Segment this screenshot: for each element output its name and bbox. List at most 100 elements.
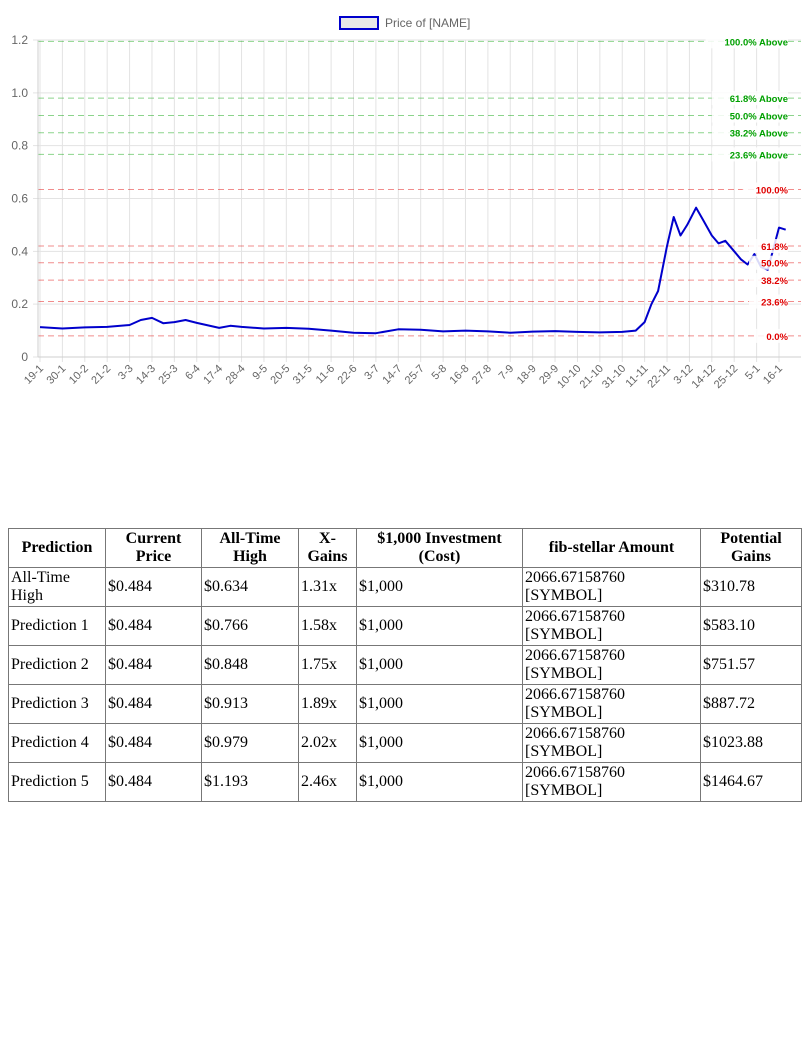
cell-x-gains: 1.58x bbox=[298, 606, 357, 646]
cell-potential-gains: $887.72 bbox=[700, 684, 802, 724]
cell-x-gains: 2.46x bbox=[298, 762, 357, 802]
header-potential-gains: Potential Gains bbox=[700, 528, 802, 568]
fib-level-label: 100.0% bbox=[756, 186, 789, 197]
x-tick-label: 31-10 bbox=[600, 363, 628, 391]
header-prediction: Prediction bbox=[8, 528, 106, 568]
cell-current-price: $0.484 bbox=[105, 684, 202, 724]
x-tick-label: 3-7 bbox=[362, 363, 382, 383]
cell-amount: 2066.67158760 [SYMBOL] bbox=[522, 723, 701, 763]
fib-level-label: 50.0% Above bbox=[730, 112, 788, 123]
fib-label-bg bbox=[742, 182, 788, 197]
cell-current-price: $0.484 bbox=[105, 723, 202, 763]
table-row: Prediction 2 $0.484 $0.848 1.75x $1,000 2066.… bbox=[8, 645, 802, 685]
price-line bbox=[39, 206, 786, 335]
cell-all-time-high: $0.634 bbox=[201, 567, 299, 607]
y-tick-label: 0.6 bbox=[11, 192, 28, 206]
table-row: Prediction 3 $0.484 $0.913 1.89x $1,000 2066.… bbox=[8, 684, 802, 724]
fib-label-bg bbox=[749, 294, 788, 309]
fib-levels bbox=[38, 40, 801, 337]
cell-current-price: $0.484 bbox=[105, 606, 202, 646]
x-tick-label: 6-4 bbox=[183, 363, 203, 383]
fib-label-bg bbox=[711, 125, 788, 140]
price-chart-svg: 19-130-110-221-2 3-314-325-3 6-417-428-4 9-… bbox=[11, 16, 801, 391]
cell-prediction: Prediction 3 bbox=[8, 684, 106, 724]
x-tick-label: 28-4 bbox=[224, 363, 248, 387]
header-all-time-high: All-Time High bbox=[201, 528, 299, 568]
cell-investment: $1,000 bbox=[356, 723, 523, 763]
y-tick-label: 0.4 bbox=[11, 244, 28, 258]
cell-investment: $1,000 bbox=[356, 606, 523, 646]
legend-swatch bbox=[339, 16, 379, 30]
x-tick-label: 5-8 bbox=[429, 363, 449, 383]
cell-amount: 2066.67158760 [SYMBOL] bbox=[522, 762, 701, 802]
legend-label: Price of [NAME] bbox=[385, 16, 470, 30]
fib-level-label: 38.2% Above bbox=[730, 129, 788, 140]
y-tick-label: 0.2 bbox=[11, 297, 28, 311]
cell-x-gains: 2.02x bbox=[298, 723, 357, 763]
fib-label-bg bbox=[711, 147, 788, 162]
cell-all-time-high: $0.913 bbox=[201, 684, 299, 724]
cell-current-price: $0.484 bbox=[105, 762, 202, 802]
cell-all-time-high: $0.979 bbox=[201, 723, 299, 763]
cell-amount: 2066.67158760 [SYMBOL] bbox=[522, 645, 701, 685]
cell-investment: $1,000 bbox=[356, 645, 523, 685]
cell-potential-gains: $583.10 bbox=[700, 606, 802, 646]
cell-current-price: $0.484 bbox=[105, 567, 202, 607]
fib-level-label: 61.8% Above bbox=[730, 94, 788, 105]
x-tick-label: 25-7 bbox=[403, 363, 427, 387]
cell-x-gains: 1.75x bbox=[298, 645, 357, 685]
cell-all-time-high: $0.766 bbox=[201, 606, 299, 646]
fib-level-label: 38.2% bbox=[761, 276, 788, 287]
y-tick-label: 0 bbox=[21, 350, 28, 364]
price-chart: 19-1 30-1 10-2 21-2 3-3 14-3 25-3 6-4 17-4 28-4 9-… bbox=[0, 0, 810, 420]
x-tick-label: 16-1 bbox=[761, 363, 785, 387]
y-tick-label: 1.0 bbox=[11, 86, 28, 100]
x-tick-label: 18-9 bbox=[515, 363, 539, 387]
series bbox=[39, 206, 786, 335]
cell-x-gains: 1.31x bbox=[298, 567, 357, 607]
legend[interactable]: Price of [NAME] bbox=[339, 16, 470, 30]
fib-label-bg bbox=[705, 34, 788, 49]
cell-all-time-high: $1.193 bbox=[201, 762, 299, 802]
x-tick-label: 14-7 bbox=[380, 363, 404, 387]
x-tick-label: 21-2 bbox=[89, 363, 113, 387]
x-tick-label: 14-3 bbox=[134, 363, 158, 387]
header-x-gains: X-Gains bbox=[298, 528, 357, 568]
cell-x-gains: 1.89x bbox=[298, 684, 357, 724]
cell-prediction: Prediction 2 bbox=[8, 645, 106, 685]
x-tick-label: 22-11 bbox=[645, 363, 673, 391]
cell-amount: 2066.67158760 [SYMBOL] bbox=[522, 606, 701, 646]
x-tick-label: 25-12 bbox=[712, 363, 740, 391]
x-tick-label: 9-5 bbox=[250, 363, 270, 383]
fib-label-bg bbox=[749, 255, 788, 270]
cell-potential-gains: $1464.67 bbox=[700, 762, 802, 802]
cell-potential-gains: $751.57 bbox=[700, 645, 802, 685]
fib-level-label: 23.6% Above bbox=[730, 150, 788, 161]
x-tick-label: 7-9 bbox=[497, 363, 517, 383]
x-tick-label: 14-12 bbox=[690, 363, 718, 391]
x-tick-label: 31-5 bbox=[291, 363, 315, 387]
fib-label-bg bbox=[711, 91, 788, 106]
table-body: All-Time High $0.484 $0.634 1.31x $1,000 2066… bbox=[8, 567, 802, 802]
fib-labels: 100.0% Above 61.8% Above 50.0% Above 38.2% … bbox=[705, 34, 789, 343]
cell-investment: $1,000 bbox=[356, 762, 523, 802]
x-tick-label: 20-5 bbox=[268, 363, 292, 387]
cell-prediction: Prediction 4 bbox=[8, 723, 106, 763]
cell-prediction: Prediction 1 bbox=[8, 606, 106, 646]
cell-potential-gains: $1023.88 bbox=[700, 723, 802, 763]
x-tick-label: 30-1 bbox=[44, 363, 68, 387]
x-tick-label: 17-4 bbox=[201, 363, 225, 387]
fib-label-bg bbox=[749, 273, 788, 288]
fib-level-label: 50.0% bbox=[761, 259, 788, 270]
header-amount: fib-stellar Amount bbox=[522, 528, 701, 568]
y-tick-label: 1.2 bbox=[11, 33, 28, 47]
x-tick-label: 21-10 bbox=[578, 363, 606, 391]
prediction-table: Prediction Current Price All-Time High X… bbox=[8, 528, 802, 802]
fib-label-bg bbox=[711, 108, 788, 123]
header-investment: $1,000 Investment (Cost) bbox=[356, 528, 523, 568]
fib-level-label: 0.0% bbox=[766, 332, 788, 343]
cell-prediction: All-Time High bbox=[8, 567, 106, 607]
table-row: Prediction 5 $0.484 $1.193 2.46x $1,000 2066.… bbox=[8, 762, 802, 802]
cell-amount: 2066.67158760 [SYMBOL] bbox=[522, 567, 701, 607]
table-row: Prediction 4 $0.484 $0.979 2.02x $1,000 2066.… bbox=[8, 723, 802, 763]
